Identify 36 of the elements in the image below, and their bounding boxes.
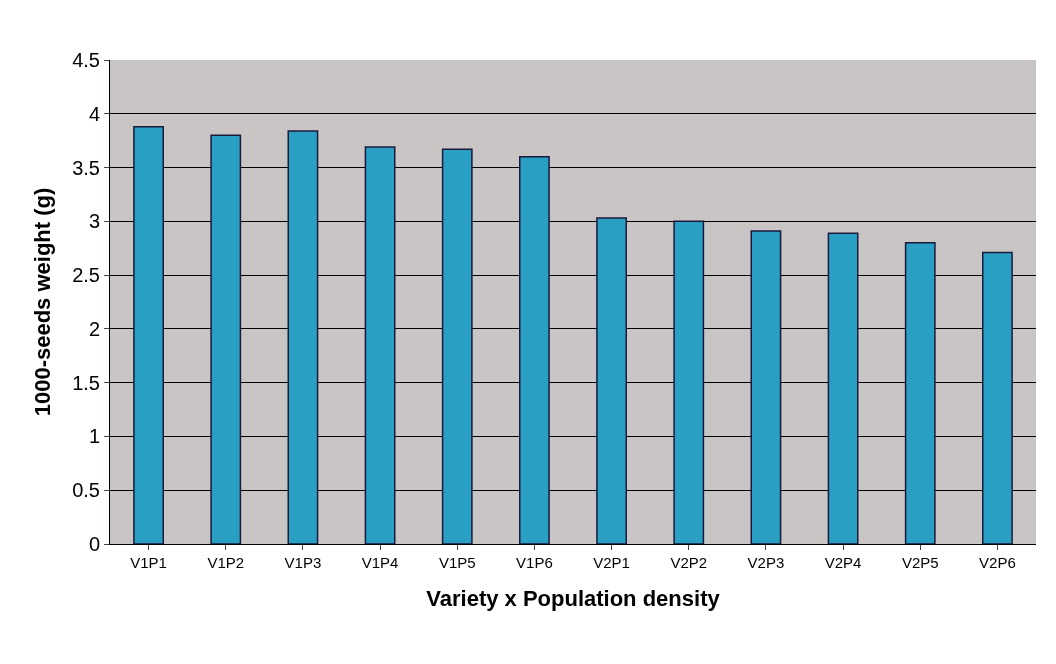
- y-tick-label: 0: [88, 533, 100, 555]
- x-tick-label: V2P2: [670, 554, 708, 571]
- bar: [364, 146, 396, 544]
- x-tick-label: V1P3: [284, 554, 322, 571]
- bar: [750, 230, 782, 544]
- bar: [904, 242, 936, 544]
- y-tick-label: 1: [88, 425, 100, 448]
- y-tick-label: 2: [88, 317, 100, 340]
- x-tick-label: V1P6: [516, 554, 553, 571]
- x-tick-label: V2P4: [824, 554, 862, 571]
- y-tick-label: 3.5: [72, 156, 100, 179]
- y-tick-label: 4.5: [72, 49, 100, 71]
- bar: [519, 156, 550, 544]
- x-tick-label: V1P2: [207, 554, 245, 571]
- x-tick-label: V2P3: [747, 554, 785, 571]
- y-tick-label: 3: [88, 210, 100, 233]
- y-tick-label: 2.5: [72, 264, 100, 287]
- x-tick-label: V2P5: [901, 554, 939, 571]
- bar: [210, 134, 242, 544]
- x-tick-label: V1P5: [438, 554, 476, 571]
- x-tick-label: V2P1: [593, 554, 630, 571]
- x-axis-title: Variety x Population density: [426, 585, 721, 611]
- x-tick-label: V1P1: [130, 554, 167, 571]
- bar: [827, 232, 859, 544]
- y-axis-title: 1000-seeds weight (g): [29, 187, 55, 417]
- bar: [133, 125, 164, 544]
- bar: [287, 130, 319, 544]
- y-tick-label: 1.5: [72, 371, 100, 394]
- bar: [441, 148, 473, 544]
- bar: [673, 220, 705, 544]
- x-tick-label: V1P4: [361, 554, 399, 571]
- y-tick-label: 0.5: [72, 479, 100, 502]
- x-tick-label: V2P6: [979, 554, 1016, 571]
- bar: [982, 251, 1013, 544]
- bar: [596, 217, 627, 544]
- y-tick-label: 4: [88, 102, 100, 125]
